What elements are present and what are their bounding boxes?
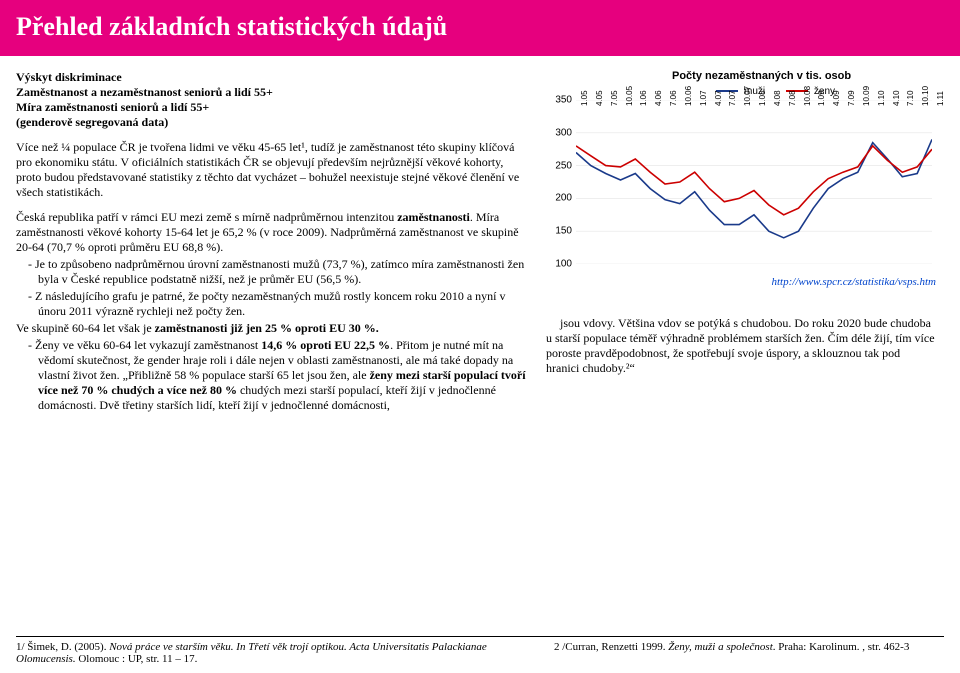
unemployment-chart: Počty nezaměstnaných v tis. osob muži že… <box>546 70 936 270</box>
chart-source-url: http://www.spcr.cz/statistika/vsps.htm <box>771 276 936 288</box>
para2-a: Česká republika patří v rámci EU mezi ze… <box>16 210 397 224</box>
footnote-1: 1/ Šimek, D. (2005). Nová práce ve starš… <box>16 641 516 665</box>
y-tick-label: 350 <box>555 95 572 106</box>
y-tick-label: 100 <box>555 259 572 270</box>
intro-line-4: (genderově segregovaná data) <box>16 115 526 130</box>
paragraph-1: Více než ¼ populace ČR je tvořena lidmi … <box>16 140 526 200</box>
bullet-3: - Ženy ve věku 60-64 let vykazují zaměst… <box>16 338 526 413</box>
y-tick-label: 200 <box>555 193 572 204</box>
content-columns: Výskyt diskriminace Zaměstnanost a nezam… <box>0 56 960 415</box>
right-body-text: jsou vdovy. Většina vdov se potýká s chu… <box>546 316 936 376</box>
series-women <box>576 146 932 215</box>
right-body-para: jsou vdovy. Většina vdov se potýká s chu… <box>546 316 936 376</box>
intro-block: Výskyt diskriminace Zaměstnanost a nezam… <box>16 70 526 130</box>
y-tick-label: 300 <box>555 127 572 138</box>
series-men <box>576 139 932 237</box>
para1-text: Více než ¼ populace ČR je tvořena lidmi … <box>16 140 526 200</box>
right-column: Počty nezaměstnaných v tis. osob muži že… <box>546 70 936 415</box>
bullet-2: - Z následujícího grafu je patrné, že po… <box>16 289 526 319</box>
chart-source-link[interactable]: http://www.spcr.cz/statistika/vsps.htm <box>546 276 936 288</box>
para2-b: zaměstnanosti <box>397 210 470 224</box>
fn2-c: . Praha: Karolinum. , str. 462-3 <box>773 641 910 653</box>
y-tick-label: 250 <box>555 160 572 171</box>
chart-plot-area <box>576 100 932 264</box>
left-column: Výskyt diskriminace Zaměstnanost a nezam… <box>16 70 526 415</box>
paragraph-2: Česká republika patří v rámci EU mezi ze… <box>16 210 526 413</box>
b3-a: - Ženy ve věku 60-64 let vykazují zaměst… <box>28 338 261 352</box>
intro-line-3: Míra zaměstnanosti seniorů a lidí 55+ <box>16 100 526 115</box>
intro-line-2: Zaměstnanost a nezaměstnanost seniorů a … <box>16 85 526 100</box>
page-title: Přehled základních statistických údajů <box>16 12 447 41</box>
para3-a: Ve skupině 60-64 let však je <box>16 321 155 335</box>
para2-text: Česká republika patří v rámci EU mezi ze… <box>16 210 526 255</box>
footnotes: 1/ Šimek, D. (2005). Nová práce ve starš… <box>16 636 944 665</box>
footnote-2: 2 /Curran, Renzetti 1999. Ženy, muži a s… <box>554 641 944 665</box>
page-header: Přehled základních statistických údajů <box>0 0 960 56</box>
y-tick-label: 150 <box>555 226 572 237</box>
para3-b: zaměstnanosti již jen 25 % oproti EU 30 … <box>155 321 379 335</box>
fn1-c: Olomouc : UP, str. 11 – 17. <box>76 653 198 665</box>
fn1-a: 1/ Šimek, D. (2005). <box>16 641 109 653</box>
fn2-b: Ženy, muži a společnost <box>668 641 773 653</box>
chart-y-axis: 350300250200150100 <box>546 100 574 264</box>
bullet-1: - Je to způsobeno nadprůměrnou úrovní za… <box>16 257 526 287</box>
fn2-a: 2 /Curran, Renzetti 1999. <box>554 641 668 653</box>
chart-svg <box>576 100 932 264</box>
para3-text: Ve skupině 60-64 let však je zaměstnanos… <box>16 321 526 336</box>
x-tick-label: 1.11 <box>936 91 945 106</box>
b3-b: 14,6 % oproti EU 22,5 % <box>261 338 390 352</box>
chart-title: Počty nezaměstnaných v tis. osob <box>672 70 851 82</box>
intro-line-1: Výskyt diskriminace <box>16 70 526 85</box>
